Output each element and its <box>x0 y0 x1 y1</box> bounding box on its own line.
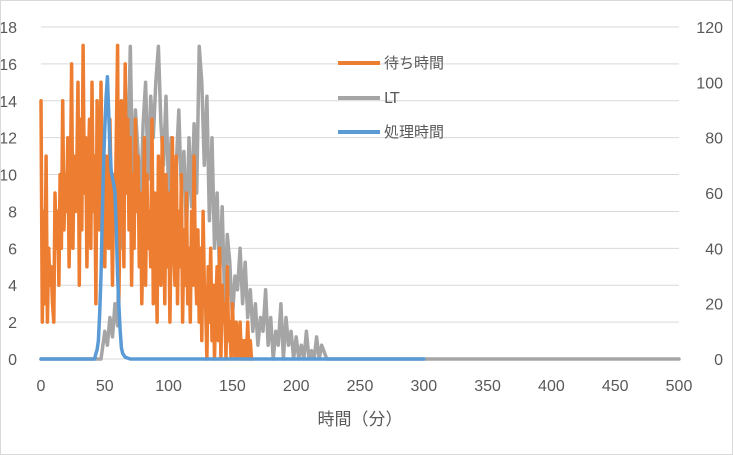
left-axis-ticks: 0 2 4 6 8 10 12 14 16 18 <box>1 20 17 369</box>
right-tick-label: 0 <box>714 352 723 369</box>
right-tick-label: 60 <box>705 186 723 203</box>
x-tick-label: 350 <box>474 378 501 395</box>
left-tick-label: 14 <box>1 94 17 111</box>
series-line-0 <box>39 43 255 361</box>
x-tick-label: 50 <box>96 378 114 395</box>
legend-label-2: 処理時間 <box>384 123 444 141</box>
right-axis-ticks: 0 20 40 60 80 100 120 <box>696 20 723 369</box>
right-tick-label: 100 <box>696 75 723 92</box>
legend-label-1: LT <box>384 89 400 107</box>
x-tick-label: 300 <box>410 378 437 395</box>
x-tick-label: 400 <box>538 378 565 395</box>
left-tick-label: 4 <box>8 278 17 295</box>
x-tick-label: 250 <box>347 378 374 395</box>
left-tick-label: 18 <box>1 20 17 37</box>
series-line-2 <box>39 75 426 361</box>
right-tick-label: 80 <box>705 131 723 148</box>
left-tick-label: 16 <box>1 57 17 74</box>
series-lines <box>39 43 681 361</box>
left-tick-label: 2 <box>8 315 17 332</box>
x-tick-label: 450 <box>602 378 629 395</box>
x-tick-label: 0 <box>37 378 46 395</box>
right-tick-label: 120 <box>696 20 723 37</box>
x-tick-label: 500 <box>666 378 693 395</box>
legend: 待ち時間 LT 処理時間 <box>338 54 444 141</box>
x-axis-title: 時間（分） <box>318 410 403 430</box>
x-tick-label: 100 <box>155 378 182 395</box>
left-tick-label: 8 <box>8 204 17 221</box>
left-tick-label: 12 <box>1 131 17 148</box>
left-tick-label: 10 <box>1 168 17 185</box>
x-tick-label: 150 <box>219 378 246 395</box>
right-tick-label: 40 <box>705 241 723 258</box>
x-axis-ticks: 0 50 100 150 200 250 300 350 400 450 500 <box>37 378 693 395</box>
series-line-1 <box>39 44 681 361</box>
legend-label-0: 待ち時間 <box>384 54 444 72</box>
right-tick-label: 20 <box>705 297 723 314</box>
left-tick-label: 0 <box>8 352 17 369</box>
left-tick-label: 6 <box>8 241 17 258</box>
x-tick-label: 200 <box>283 378 310 395</box>
